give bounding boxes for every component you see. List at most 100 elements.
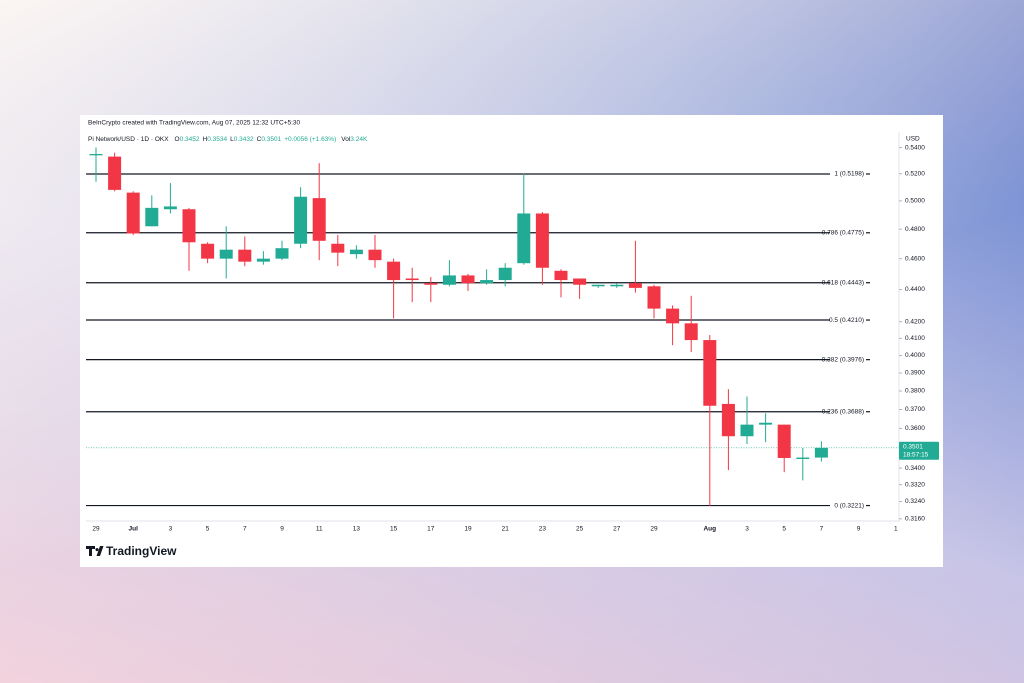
y-tick-label: 0.3240: [905, 498, 925, 505]
candle-body: [145, 207, 159, 227]
candle-body: [405, 278, 419, 281]
x-tick-label: 1: [894, 526, 898, 533]
candle-body: [628, 283, 642, 288]
candle-body: [814, 447, 828, 458]
candle-body: [442, 275, 456, 285]
candle-body: [573, 278, 587, 285]
candle-body: [387, 261, 401, 281]
y-tick-label: 0.3160: [905, 516, 925, 523]
chart-card: [80, 115, 943, 567]
candle-body: [480, 280, 494, 284]
candle-body: [219, 249, 233, 259]
candle-body: [666, 308, 680, 324]
x-tick-label: 5: [206, 526, 210, 533]
candle-body: [256, 258, 270, 262]
last-price-label: 0.3501: [903, 444, 923, 451]
brand-name: TradingView: [106, 544, 177, 558]
x-tick-label: 7: [820, 526, 824, 533]
symbol: Pi Network/USD · 1D · OKX: [88, 136, 169, 143]
candle-body: [182, 209, 196, 243]
ohlc-value: 0.3501: [261, 136, 281, 143]
candle-body: [535, 213, 549, 268]
x-tick-label: 19: [464, 526, 472, 533]
candle-body: [331, 243, 345, 253]
change: +0.0056 (+1.63%): [284, 136, 336, 143]
y-tick-label: 0.5400: [905, 144, 925, 151]
plot-area: [86, 147, 899, 507]
candle-body: [368, 249, 382, 261]
x-tick-label: 15: [390, 526, 398, 533]
brand-logo: TradingView: [86, 544, 177, 558]
ohlc-label: L: [230, 136, 234, 143]
y-tick-label: 0.4200: [905, 318, 925, 325]
candle-body: [461, 275, 475, 284]
y-tick-label: 0.5000: [905, 198, 925, 205]
candle-body: [796, 457, 810, 459]
candle-body: [424, 283, 438, 285]
fib-label: 0.5 (0.4210): [829, 317, 864, 324]
candle-body: [517, 213, 531, 264]
candle-body: [759, 422, 773, 425]
y-tick-label: 0.4600: [905, 255, 925, 262]
candle-body: [163, 206, 177, 210]
candle-body: [238, 249, 252, 262]
candle-body: [349, 249, 363, 255]
x-tick-label: 25: [576, 526, 584, 533]
ohlc-value: 0.3432: [234, 136, 254, 143]
candle-body: [294, 196, 308, 244]
volume-label: Vol: [341, 136, 351, 143]
y-tick-label: 0.3320: [905, 481, 925, 488]
candle-body: [201, 243, 215, 259]
y-tick-label: 0.3800: [905, 388, 925, 395]
ohlc-value: 0.3534: [207, 136, 227, 143]
x-tick-label: 29: [650, 526, 658, 533]
currency: USD: [906, 136, 920, 143]
candle-body: [591, 284, 605, 287]
x-tick-label: 9: [280, 526, 284, 533]
fib-label: 0.618 (0.4443): [822, 279, 864, 286]
attribution: BeInCrypto created with TradingView.com,…: [88, 120, 301, 127]
x-tick-label: 11: [316, 526, 323, 533]
candle-body: [498, 267, 512, 281]
fib-label: 1 (0.5198): [834, 171, 864, 178]
countdown: 18:57:15: [903, 452, 929, 459]
ohlc-value: 0.3452: [180, 136, 200, 143]
candle-body: [126, 192, 140, 234]
x-tick-label: 3: [745, 526, 749, 533]
candle-body: [703, 340, 717, 406]
fib-label: 0.236 (0.3688): [822, 408, 864, 415]
candle-body: [554, 270, 568, 281]
x-tick-label: 9: [857, 526, 861, 533]
candle-body: [777, 424, 791, 458]
x-tick-label: 17: [427, 526, 435, 533]
fib-label: 0.382 (0.3976): [822, 356, 864, 363]
y-tick-label: 0.4800: [905, 226, 925, 233]
x-tick-label: 5: [782, 526, 786, 533]
x-tick-label: Jul: [128, 526, 138, 533]
candle-body: [684, 323, 698, 341]
x-tick-label: 23: [539, 526, 547, 533]
x-tick-label: 27: [613, 526, 621, 533]
volume-value: 3.24K: [350, 136, 368, 143]
candle-body: [89, 154, 103, 156]
y-tick-label: 0.3600: [905, 425, 925, 432]
last-price-box: [899, 441, 939, 460]
x-tick-label: 21: [502, 526, 510, 533]
y-tick-label: 0.3700: [905, 406, 925, 413]
y-tick-label: 0.3900: [905, 370, 925, 377]
y-tick-label: 0.3400: [905, 465, 925, 472]
x-tick-label: 3: [169, 526, 173, 533]
symbol-legend: Pi Network/USD · 1D · OKX O0.3452 H0.3534 L…: [88, 136, 368, 143]
ohlc-label: H: [203, 136, 208, 143]
x-tick-label: 13: [353, 526, 361, 533]
candle-body: [647, 286, 661, 309]
y-tick-label: 0.4000: [905, 352, 925, 359]
ohlc-label: O: [175, 136, 180, 143]
fib-label: 0 (0.3221): [834, 502, 864, 509]
y-tick-label: 0.4400: [905, 286, 925, 293]
x-tick-label: 7: [243, 526, 247, 533]
candle-body: [275, 248, 289, 259]
fib-label: 0.786 (0.4775): [822, 230, 864, 237]
x-tick-label: 29: [92, 526, 100, 533]
